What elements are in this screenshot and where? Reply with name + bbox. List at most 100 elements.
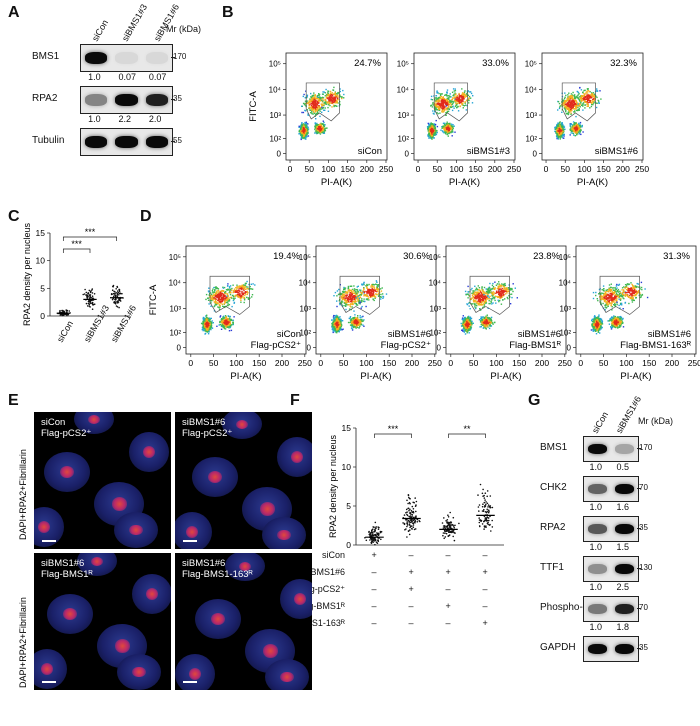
flow-event bbox=[213, 305, 215, 308]
y-tick-label: 10⁴ bbox=[269, 85, 282, 94]
x-tick-label: 100 bbox=[577, 164, 591, 174]
flow-event bbox=[217, 302, 219, 304]
flow-plot: 32.3%siBMS1#60 50 100 150 200 250PI-A(K)010²1… bbox=[525, 52, 649, 188]
flow-event bbox=[204, 323, 206, 325]
flow-event bbox=[313, 92, 315, 94]
flow-event bbox=[467, 94, 469, 96]
flow-event bbox=[216, 290, 218, 292]
flow-event bbox=[593, 98, 595, 100]
flow-event bbox=[329, 100, 332, 102]
flow-event bbox=[437, 102, 440, 105]
flow-event bbox=[340, 96, 342, 98]
flow-event bbox=[451, 103, 453, 105]
flow-event bbox=[313, 98, 315, 100]
flow-event bbox=[451, 109, 454, 112]
y-tick-label: 0 bbox=[533, 150, 538, 159]
flow-event bbox=[227, 297, 229, 299]
flow-event bbox=[574, 122, 576, 124]
sample-label: siBMS1#3 bbox=[467, 146, 510, 157]
flow-event bbox=[327, 106, 329, 109]
flow-event bbox=[314, 130, 317, 132]
flow-event bbox=[565, 112, 567, 115]
flow-event bbox=[575, 105, 578, 107]
flow-event bbox=[219, 321, 221, 323]
flow-event bbox=[208, 331, 210, 333]
flow-event bbox=[315, 106, 317, 108]
flow-event bbox=[444, 109, 446, 111]
flow-event bbox=[446, 126, 449, 128]
flow-event bbox=[568, 98, 570, 101]
flow-event bbox=[444, 101, 446, 103]
y-tick-label: 10³ bbox=[269, 111, 281, 120]
flow-event bbox=[330, 96, 332, 99]
flow-event bbox=[576, 134, 578, 136]
flow-event bbox=[313, 102, 315, 104]
flow-event bbox=[596, 102, 598, 104]
flow-event bbox=[205, 316, 208, 318]
flow-event bbox=[465, 99, 468, 101]
blot-row-name: Tubulin bbox=[32, 135, 65, 146]
flow-event bbox=[430, 133, 432, 136]
flow-event bbox=[329, 98, 332, 101]
flow-event bbox=[434, 134, 436, 136]
flow-event bbox=[202, 323, 204, 325]
flow-event bbox=[302, 111, 305, 114]
flow-event bbox=[461, 94, 463, 96]
flow-event bbox=[433, 125, 435, 128]
flow-event bbox=[217, 289, 220, 292]
flow-event bbox=[298, 129, 301, 132]
flow-event bbox=[461, 97, 463, 99]
flow-event bbox=[569, 129, 572, 131]
flow-event bbox=[587, 102, 589, 104]
flow-event bbox=[572, 106, 574, 109]
flow-event bbox=[239, 292, 241, 295]
flow-event bbox=[460, 100, 462, 102]
flow-event bbox=[312, 95, 314, 97]
flow-event bbox=[566, 108, 568, 110]
flow-event bbox=[331, 106, 333, 108]
flow-event bbox=[429, 130, 432, 133]
flow-event bbox=[449, 96, 451, 98]
flow-event bbox=[214, 289, 216, 291]
flow-event bbox=[554, 130, 556, 133]
mr-label: Mr (kDa) bbox=[638, 416, 673, 426]
flow-event bbox=[577, 109, 579, 112]
flow-event bbox=[570, 112, 572, 114]
flow-event bbox=[569, 100, 571, 102]
flow-event bbox=[225, 326, 227, 328]
flow-event bbox=[318, 106, 321, 108]
flow-event bbox=[465, 109, 467, 111]
x-axis-label: PI-A(K) bbox=[230, 371, 261, 382]
flow-event bbox=[438, 104, 441, 106]
flow-event bbox=[438, 105, 440, 108]
flow-event bbox=[222, 287, 225, 289]
lane-label: siBMS1#6 bbox=[152, 2, 182, 43]
flow-event bbox=[313, 110, 315, 112]
flow-event bbox=[302, 134, 304, 137]
flow-event bbox=[563, 133, 565, 136]
flow-event bbox=[329, 90, 332, 93]
flow-event bbox=[333, 317, 336, 319]
flow-event bbox=[213, 297, 215, 299]
flow-event bbox=[447, 98, 450, 100]
flow-event bbox=[223, 303, 225, 305]
flow-event bbox=[454, 98, 456, 100]
flow-event bbox=[572, 103, 575, 106]
flow-event bbox=[311, 111, 313, 113]
flow-event bbox=[456, 100, 458, 102]
flow-event bbox=[311, 108, 314, 111]
flow-event bbox=[578, 122, 580, 125]
x-tick-label: 200 bbox=[616, 164, 630, 174]
flow-event bbox=[317, 105, 320, 108]
x-tick-label: 150 bbox=[597, 164, 611, 174]
flow-event bbox=[315, 103, 318, 105]
flow-event bbox=[324, 124, 326, 126]
flow-event bbox=[244, 286, 246, 289]
flow-event bbox=[445, 130, 447, 132]
flow-event bbox=[206, 324, 208, 327]
flow-event bbox=[211, 320, 213, 322]
flow-event bbox=[448, 124, 450, 127]
marker-label: 70 bbox=[639, 603, 648, 612]
flow-event bbox=[440, 98, 442, 100]
flow-event bbox=[312, 99, 314, 101]
